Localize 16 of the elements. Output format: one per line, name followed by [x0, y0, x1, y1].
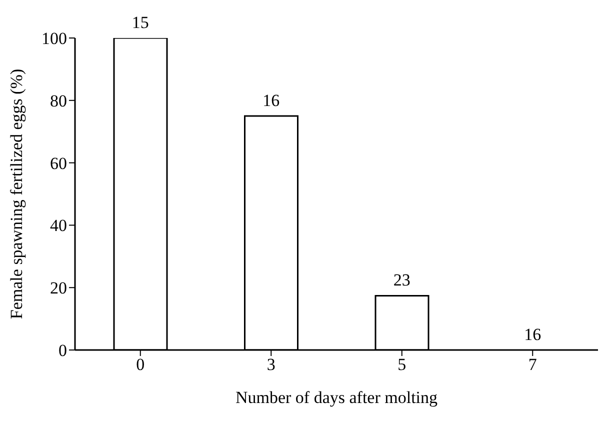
- x-tick-label: 0: [136, 355, 145, 374]
- y-tick-label: 20: [50, 278, 67, 298]
- x-tick-label: 3: [266, 355, 276, 374]
- y-tick-label: 40: [50, 216, 67, 236]
- x-axis-title: Number of days after molting: [235, 388, 438, 407]
- annotation: 16: [524, 325, 542, 344]
- annotation: 23: [393, 270, 410, 290]
- y-tick-label: 100: [42, 29, 67, 48]
- y-tick-label: 60: [50, 154, 67, 173]
- annotation: 16: [262, 91, 280, 110]
- y-tick-label: 0: [58, 341, 67, 360]
- y-axis-title: Female spawning fertilized eggs (%): [7, 68, 26, 320]
- x-tick-label: 5: [398, 355, 406, 374]
- y-tick-label: 80: [50, 91, 67, 110]
- annotation: 15: [132, 13, 149, 32]
- x-tick-label: 7: [528, 355, 538, 374]
